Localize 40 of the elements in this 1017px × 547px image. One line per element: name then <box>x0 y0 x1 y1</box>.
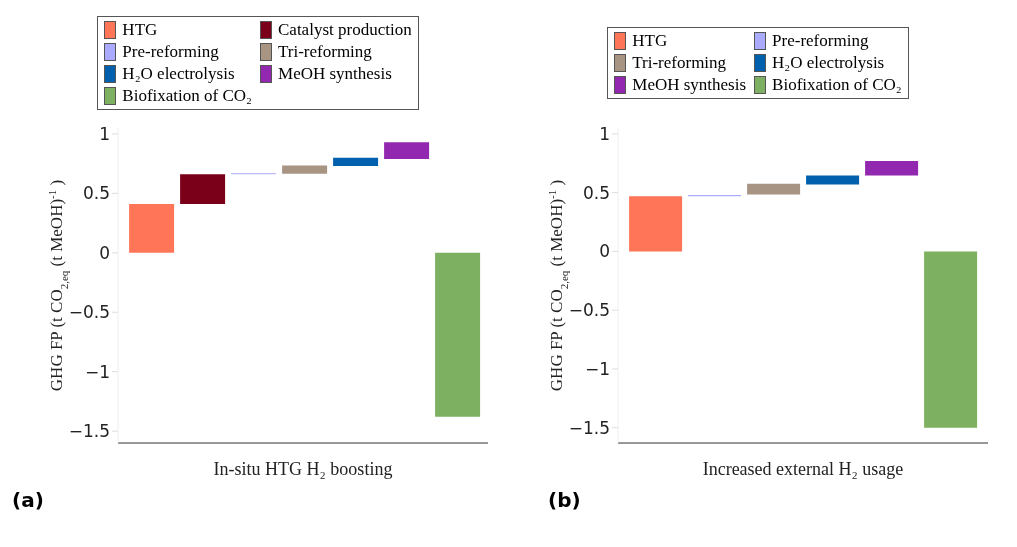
x-axis-title: In-situ HTG H₂ boosting <box>213 459 393 479</box>
legend-label: Tri-reforming <box>632 52 727 74</box>
legend-label: Biofixation of CO₂ <box>122 85 253 107</box>
bar <box>747 183 801 195</box>
y-tick-label: 1 <box>599 123 610 144</box>
legend-label: Pre-reforming <box>772 30 869 52</box>
legend-label: H₂O electrolysis <box>122 63 235 85</box>
bar <box>333 157 379 167</box>
y-tick-label: 1 <box>99 123 110 144</box>
legend-label: Tri-reforming <box>278 41 372 63</box>
y-tick-label: −0.5 <box>68 302 110 323</box>
y-tick-label: 0.5 <box>582 182 610 203</box>
text: (b) <box>547 488 582 512</box>
legend-label: H₂O electrolysis <box>772 52 885 74</box>
y-tick-label: −1.5 <box>68 421 110 442</box>
bar <box>180 174 226 205</box>
legend-label: MeOH synthesis <box>632 74 747 96</box>
text: (a) <box>11 488 45 512</box>
legend-label: Catalyst production <box>278 19 412 41</box>
bar <box>629 196 683 252</box>
y-tick-label: −1 <box>584 358 610 379</box>
bar <box>282 165 328 174</box>
y-tick-label: 0 <box>599 241 610 262</box>
bar <box>865 160 919 176</box>
bar <box>806 175 860 185</box>
bar <box>129 204 175 253</box>
bar <box>435 252 481 417</box>
legend-label: MeOH synthesis <box>278 63 392 85</box>
legend-label: Pre-reforming <box>122 41 219 63</box>
y-tick-label: −1 <box>84 361 110 382</box>
y-tick-label: −1.5 <box>568 417 610 438</box>
bar <box>384 142 430 159</box>
legend-label: Biofixation of CO₂ <box>772 74 902 96</box>
y-tick-label: 0 <box>99 242 110 263</box>
x-axis-title: Increased external H₂ usage <box>702 459 904 479</box>
y-tick-label: 0.5 <box>82 183 110 204</box>
y-tick-label: −0.5 <box>568 300 610 321</box>
legend-label: HTG <box>122 19 158 41</box>
bar <box>924 251 978 428</box>
legend-label: HTG <box>632 30 668 52</box>
